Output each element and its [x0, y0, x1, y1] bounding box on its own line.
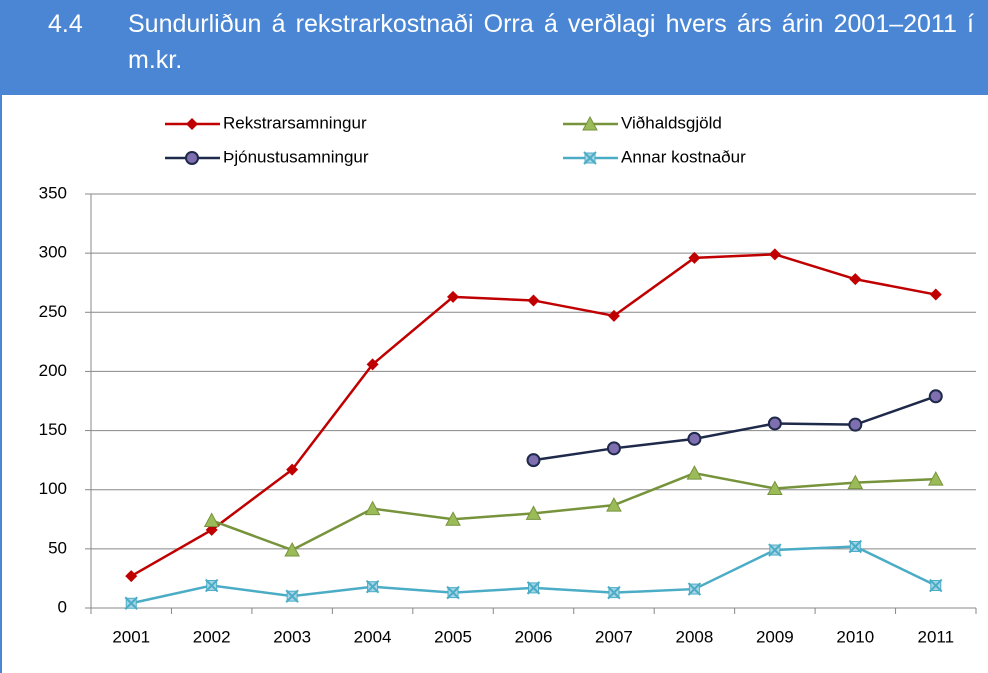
- x-tick-label: 2005: [434, 627, 472, 646]
- data-point: [768, 543, 782, 557]
- data-point: [606, 497, 622, 512]
- header: 4.4 Sundurliðun á rekstrarkostnaði Orra …: [0, 0, 988, 95]
- legend-label: Rekstrarsamningur: [223, 113, 367, 132]
- y-tick-label: 300: [39, 243, 67, 262]
- data-point: [686, 465, 703, 480]
- legend-label: Annar kostnaður: [621, 147, 746, 166]
- data-point: [848, 417, 863, 432]
- x-tick-label: 2004: [354, 627, 392, 646]
- data-point: [929, 288, 942, 301]
- data-point: [447, 290, 460, 303]
- data-point: [927, 471, 944, 486]
- data-point: [445, 511, 461, 526]
- series-line: [211, 471, 936, 552]
- y-tick-label: 0: [58, 597, 67, 616]
- data-point: [284, 541, 300, 557]
- marker-part: [583, 151, 597, 165]
- marker-part: [929, 578, 943, 593]
- data-point: [607, 309, 620, 322]
- marker-part: [526, 581, 541, 595]
- x-tick-label: 2002: [193, 627, 231, 646]
- marker-part: [607, 585, 621, 600]
- marker-part: [768, 543, 782, 557]
- y-tick-label: 150: [39, 420, 67, 439]
- border: [0, 95, 2, 673]
- marker-part: [848, 539, 863, 554]
- x-tick-label: 2006: [515, 627, 553, 646]
- data-point: [928, 389, 943, 404]
- data-point: [204, 578, 219, 593]
- legend-label: Viðhaldsgjöld: [621, 113, 722, 132]
- y-tick-label: 50: [48, 538, 67, 557]
- series-line: [533, 395, 937, 462]
- marker-part: [204, 578, 219, 593]
- data-point: [767, 480, 783, 496]
- legend-marker: [186, 118, 198, 130]
- x-tick-label: 2007: [595, 627, 633, 646]
- data-point: [526, 453, 541, 468]
- marker-part: [446, 585, 460, 600]
- y-tick-label: 350: [39, 183, 67, 202]
- data-point: [687, 582, 702, 596]
- data-point: [364, 500, 381, 516]
- x-tick-label: 2011: [917, 627, 954, 646]
- x-tick-label: 2009: [756, 627, 794, 646]
- y-tick-label: 200: [39, 361, 67, 380]
- data-point: [849, 273, 862, 286]
- legend-marker: [582, 115, 598, 131]
- data-point: [606, 441, 621, 456]
- y-tick-label: 250: [39, 302, 67, 321]
- data-point: [688, 251, 701, 264]
- data-point: [203, 512, 220, 527]
- legend-label: Þjónustusamningur: [223, 147, 369, 166]
- y-tick-label: 100: [39, 479, 67, 498]
- marker-part: [687, 582, 702, 596]
- data-point: [124, 596, 138, 610]
- data-point: [525, 505, 542, 520]
- data-point: [848, 539, 863, 554]
- data-point: [285, 589, 299, 603]
- data-point: [365, 580, 380, 594]
- chart-title: Sundurliðun á rekstrarkostnaði Orra á ve…: [128, 10, 974, 74]
- x-tick-label: 2001: [112, 627, 150, 646]
- data-point: [125, 570, 138, 583]
- data-point: [607, 585, 621, 600]
- legend-marker: [185, 151, 199, 165]
- x-tick-label: 2010: [836, 627, 874, 646]
- marker-part: [124, 596, 138, 610]
- x-tick-label: 2003: [273, 627, 311, 646]
- data-point: [526, 581, 541, 595]
- legend-marker: [583, 151, 597, 165]
- chart-number: 4.4: [48, 10, 83, 38]
- data-point: [286, 463, 299, 476]
- data-point: [446, 585, 460, 600]
- data-point: [768, 248, 781, 261]
- marker-part: [365, 580, 380, 594]
- x-tick-label: 2008: [675, 627, 713, 646]
- data-point: [847, 474, 864, 490]
- marker-part: [285, 589, 299, 603]
- data-point: [929, 578, 943, 593]
- data-point: [687, 431, 702, 446]
- data-point: [527, 294, 540, 307]
- series-line: [130, 545, 937, 605]
- data-point: [767, 416, 782, 431]
- data-point: [366, 358, 379, 371]
